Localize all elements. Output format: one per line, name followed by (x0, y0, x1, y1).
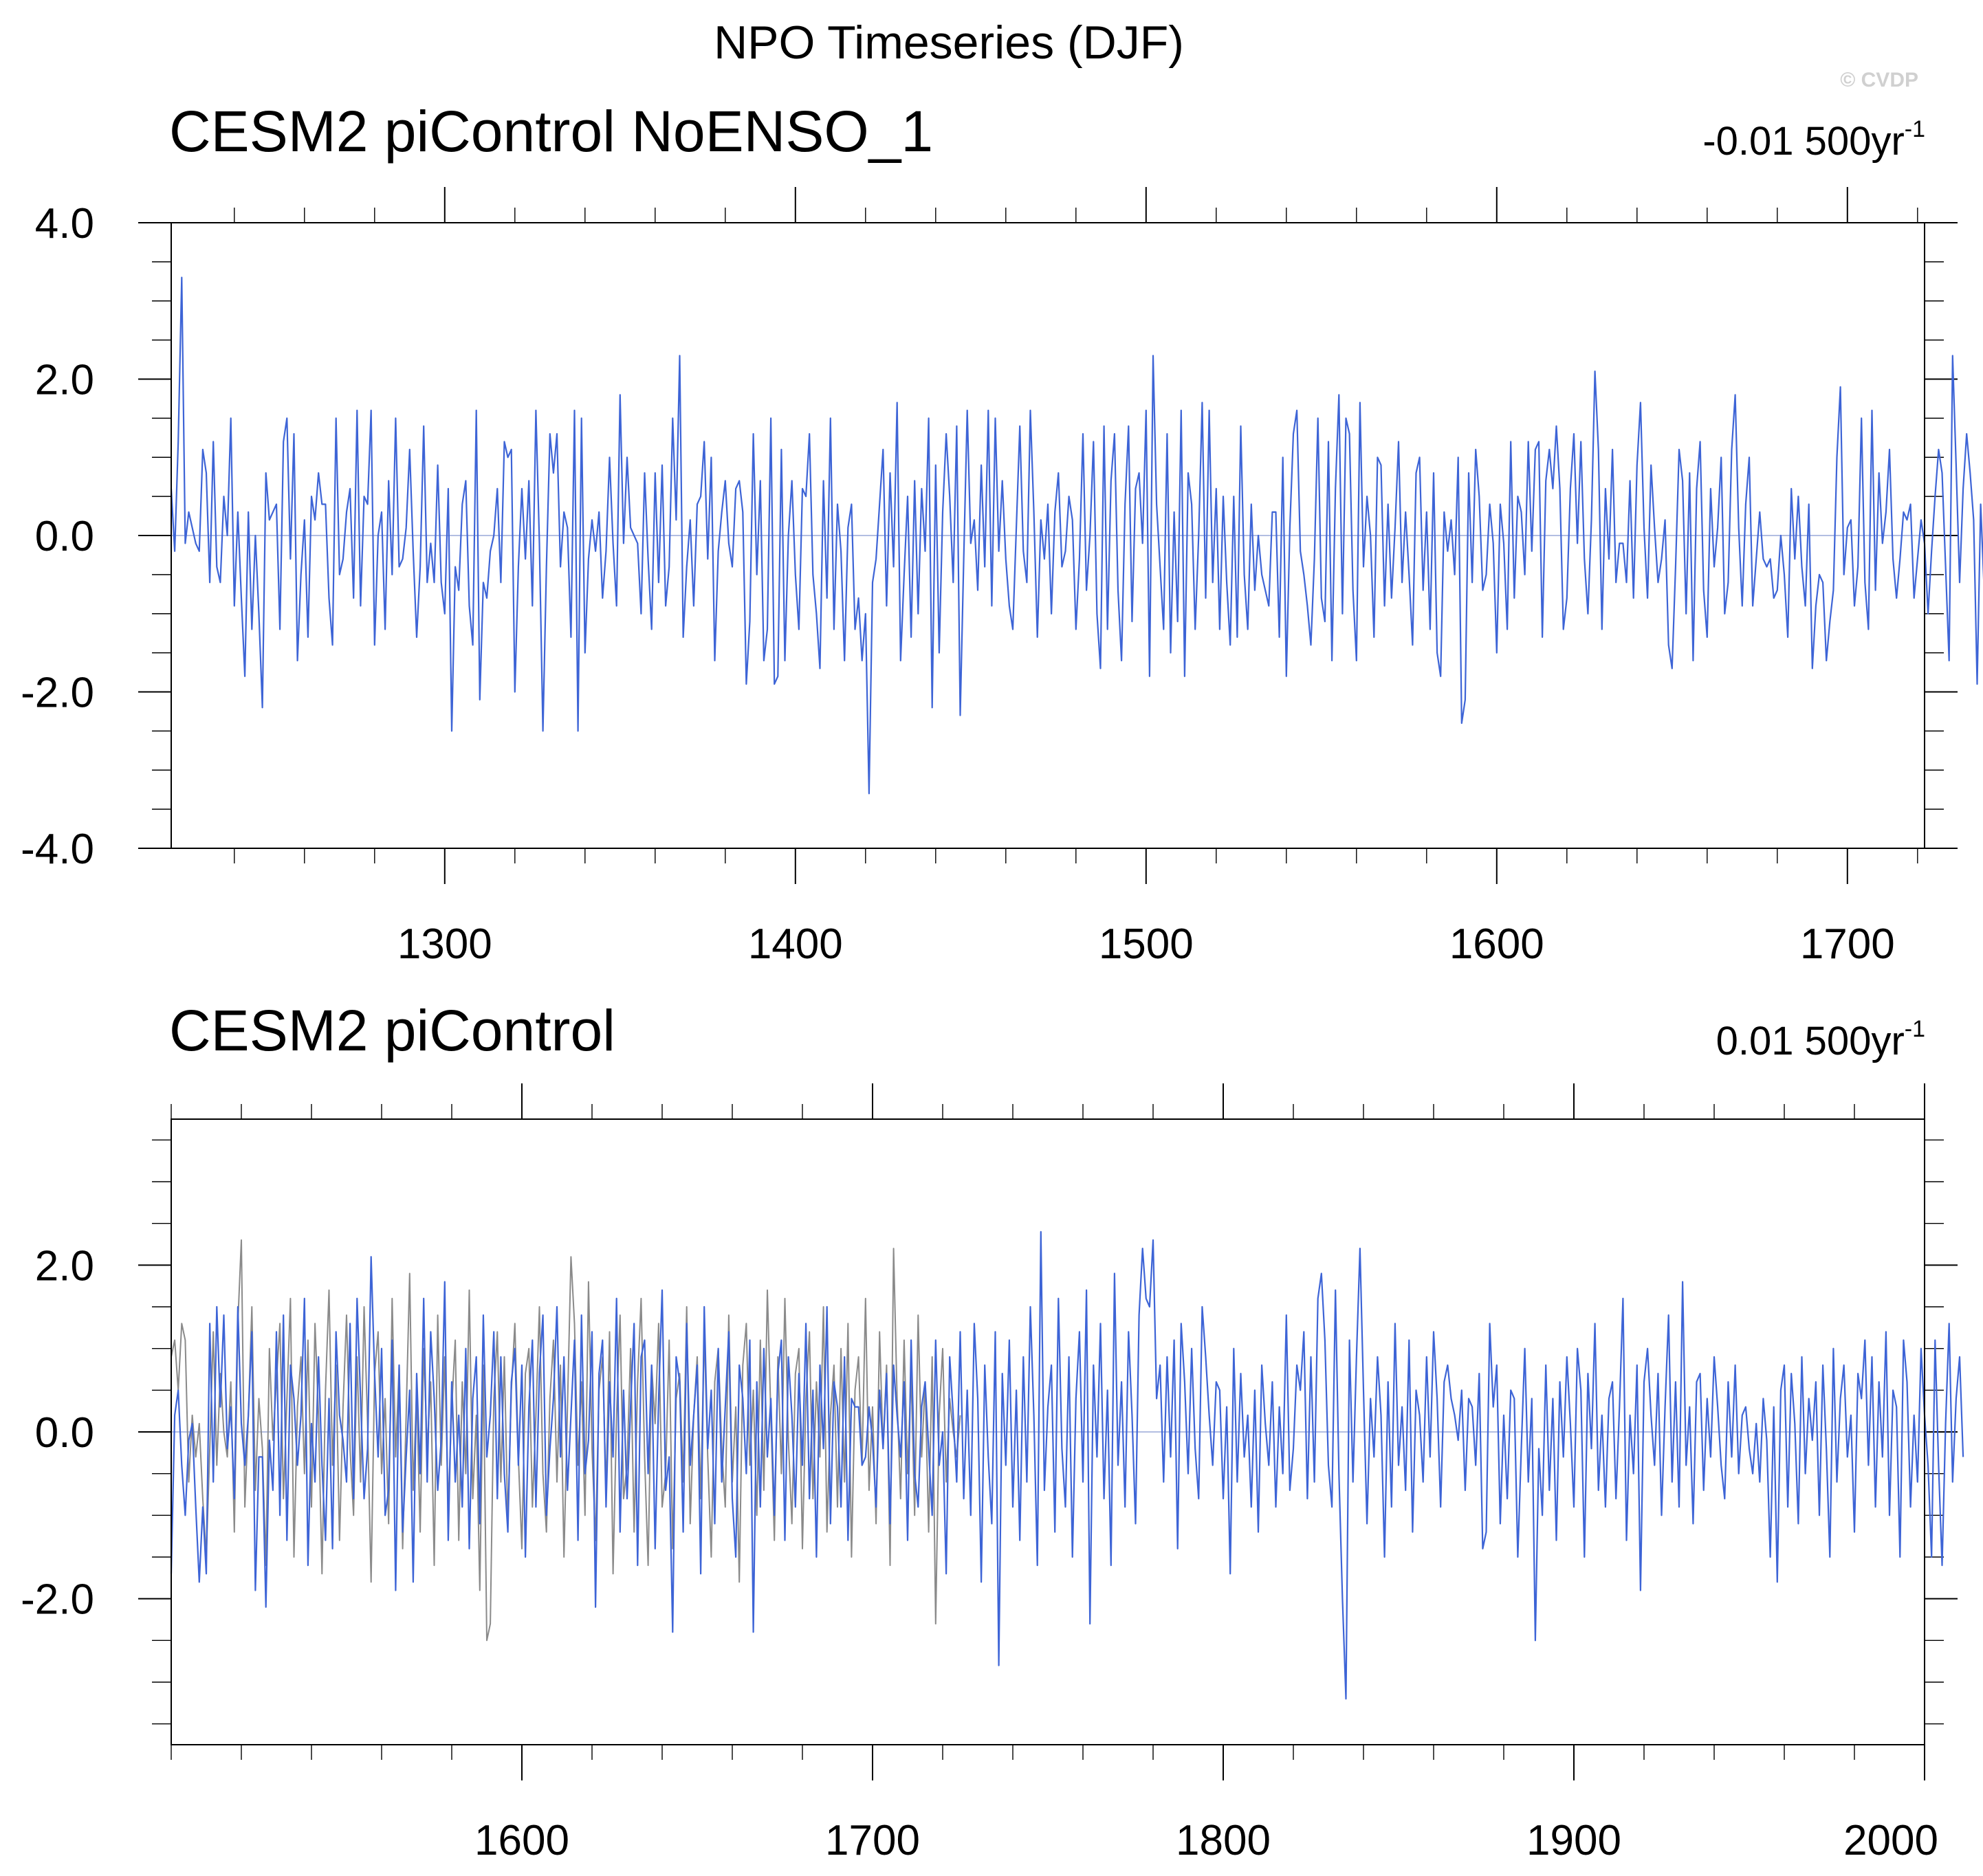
panel-1-plot-frame (171, 222, 1925, 849)
panel-1-y-labels: -4.0 -2.0 0.0 2.0 4.0 (21, 200, 94, 873)
panel-1-trend: -0.01 500yr-1 (1702, 116, 1925, 164)
y-tick-label: -4.0 (21, 826, 94, 873)
x-tick-label: 1800 (1176, 1817, 1271, 1864)
y-tick-label: 0.0 (35, 1409, 94, 1457)
y-tick-label: 2.0 (35, 357, 94, 404)
y-tick-label: 2.0 (35, 1242, 94, 1290)
panel-2-series-npo (170, 1231, 1964, 1700)
x-tick-label: 1700 (825, 1817, 920, 1864)
panel-1-title: CESM2 piControl NoENSO_1 (169, 99, 933, 164)
x-tick-label: 1600 (474, 1817, 569, 1864)
x-tick-label: 2000 (1843, 1817, 1938, 1864)
panel-1-ticks (138, 187, 1958, 884)
y-tick-label: 4.0 (35, 200, 94, 247)
y-tick-label: 0.0 (35, 513, 94, 560)
x-tick-label: 1300 (397, 920, 492, 968)
x-tick-label: 1500 (1099, 920, 1194, 968)
panel-1-x-labels: 1300 1400 1500 1600 1700 (397, 920, 1895, 968)
y-tick-label: -2.0 (21, 1576, 94, 1624)
figure-title: NPO Timeseries (DJF) (714, 16, 1184, 69)
panel-2: CESM2 piControl 0.01 500yr-1 -2.00.02.0 … (21, 998, 1964, 1864)
x-tick-label: 1900 (1526, 1817, 1621, 1864)
panel-1-series-npo (170, 276, 1983, 795)
x-tick-label: 1400 (748, 920, 843, 968)
panel-2-title: CESM2 piControl (169, 998, 615, 1063)
panel-2-y-labels: -2.0 0.0 2.0 (21, 1242, 94, 1623)
y-tick-label: -2.0 (21, 670, 94, 717)
panel-2-series-secondary (171, 1239, 961, 1642)
panel-2-x-labels: 1600 1700 1800 1900 2000 (474, 1817, 1938, 1864)
panel-2-trend: 0.01 500yr-1 (1716, 1016, 1925, 1063)
panel-1: CESM2 piControl NoENSO_1 -0.01 500yr-1 -… (21, 99, 1983, 968)
x-tick-label: 1600 (1449, 920, 1544, 968)
watermark: © CVDP (1840, 69, 1918, 91)
x-tick-label: 1700 (1800, 920, 1895, 968)
panel-2-plot-frame (171, 1118, 1925, 1745)
